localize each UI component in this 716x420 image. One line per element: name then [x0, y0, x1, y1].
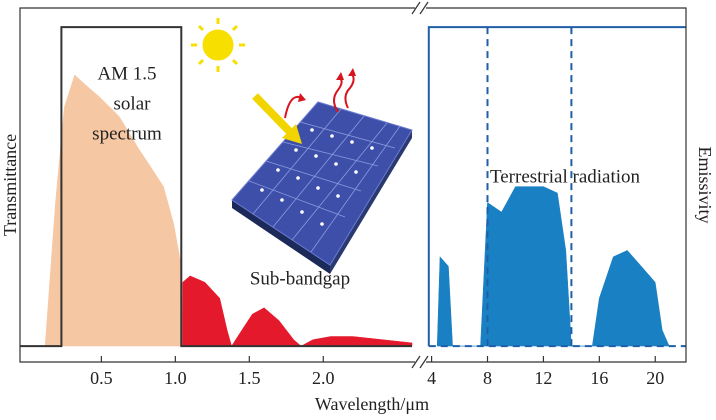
plot-layer: [20, 26, 686, 348]
spectrum-area: [182, 275, 413, 347]
annotation: Terrestrial radiation: [490, 166, 641, 187]
solar-panel-icon: [231, 68, 413, 274]
curve-line: [20, 26, 412, 348]
annotation: solar: [114, 93, 152, 114]
x-tick-label: 20: [646, 368, 664, 388]
axis-break: [411, 1, 429, 369]
x-tick-label: 4: [427, 368, 436, 388]
sun-icon: [191, 18, 245, 72]
left-frame: [19, 7, 415, 363]
x-tick-label: 8: [483, 368, 492, 388]
annotation: Sub-bandgap: [250, 268, 350, 289]
x-tick-label: 1.5: [238, 368, 261, 388]
x-tick-label: 16: [590, 368, 608, 388]
annotation: spectrum: [92, 123, 162, 144]
x-tick-label: 1.0: [164, 368, 187, 388]
spectrum-area: [436, 186, 670, 347]
curve-line: [427, 26, 686, 347]
right-frame: [426, 7, 687, 363]
annotation: AM 1.5: [97, 63, 156, 84]
spectrum-area: [44, 74, 183, 347]
x-tick-label: 2.0: [312, 368, 335, 388]
x-tick-label: 0.5: [90, 368, 113, 388]
x-tick-label: 12: [534, 368, 552, 388]
x-axis-label: Wavelength/μm: [315, 394, 429, 414]
y-axis-label: Transmittance: [0, 134, 20, 236]
y2-axis-label: Emissivity: [695, 146, 715, 223]
